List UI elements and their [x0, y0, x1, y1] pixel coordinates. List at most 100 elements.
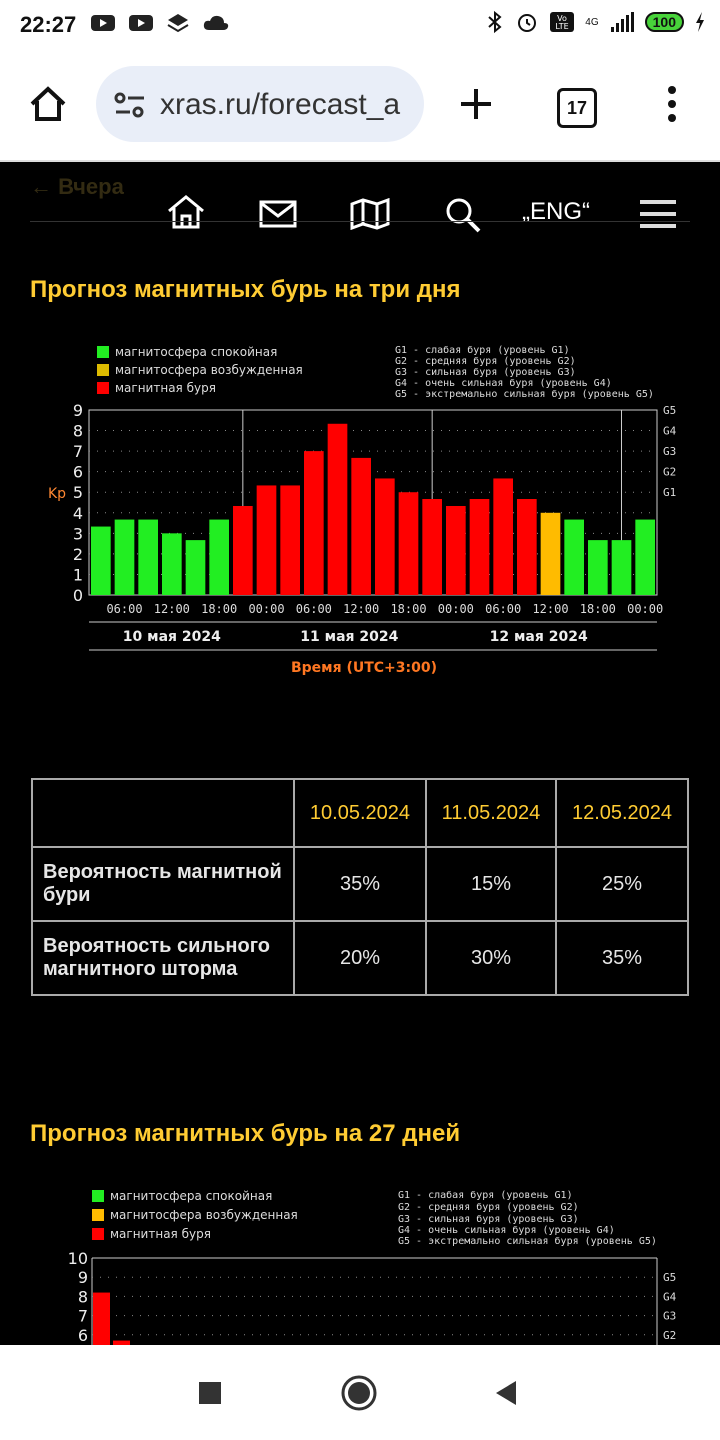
address-bar[interactable]: xras.ru/forecast_a [96, 66, 424, 142]
legend-g1: G1 - слабая буря (уровень G1) [398, 1189, 573, 1201]
legend-excited: магнитосфера возбужденная [110, 1208, 298, 1222]
plot-frame [88, 409, 658, 596]
table-date-2: 11.05.2024 [424, 778, 558, 848]
row-label-strong-storm-probability: Вероятность сильного магнитного шторма [31, 920, 295, 996]
x-tick-label: 18:00 [390, 602, 426, 616]
legend-g5: G5 - экстремально сильная буря (уровень … [395, 388, 654, 400]
nav-divider [30, 221, 690, 222]
youtube-icon [91, 15, 115, 31]
x-tick-label: 18:00 [201, 602, 237, 616]
table-cell: 15% [424, 846, 558, 922]
y-tick-label: 4 [73, 504, 83, 523]
y-tick-label: 2 [73, 545, 83, 564]
y-tick-label: 10 [68, 1249, 88, 1268]
x-tick-label: 12:00 [532, 602, 568, 616]
mail-icon[interactable] [259, 200, 297, 228]
kp-bar [327, 423, 348, 595]
status-system-icons: Vo LTE 4G 100 [485, 10, 706, 34]
legend-calm: магнитосфера спокойная [115, 345, 277, 359]
status-bar: 22:27 Vo LTE 4G 100 [0, 0, 720, 50]
kp-bar [256, 485, 277, 595]
kp-bar [398, 492, 419, 595]
y-tick-label: 8 [73, 422, 83, 441]
status-time: 22:27 [20, 12, 77, 37]
legend-calm: магнитосфера спокойная [110, 1189, 272, 1203]
y-tick-label: 0 [73, 586, 83, 605]
layers-icon [167, 14, 189, 33]
kp-bar [540, 512, 561, 595]
legend-storm: магнитная буря [115, 381, 216, 395]
legend-swatch-storm [97, 382, 109, 394]
legend-g1: G1 - слабая буря (уровень G1) [395, 344, 570, 356]
tab-switcher-button[interactable]: 17 [557, 88, 597, 128]
y-tick-label: 6 [78, 1326, 88, 1345]
g-level-label: G4 [663, 425, 677, 438]
g-level-label: G2 [663, 1329, 676, 1342]
url-text[interactable]: xras.ru/forecast_a [160, 88, 401, 121]
g-level-label: G3 [663, 445, 676, 458]
browser-toolbar: xras.ru/forecast_a 17 [0, 50, 720, 162]
kp-bar [93, 1292, 110, 1345]
kp-bar [304, 451, 324, 595]
forecast-table: 10.05.2024 11.05.2024 12.05.2024 Вероятн… [31, 778, 689, 996]
y-axis-label: Kp [48, 486, 66, 502]
kp-bar [114, 519, 135, 595]
yesterday-link[interactable]: ← Вчера [30, 174, 124, 199]
network-type: 4G [585, 16, 599, 28]
day-label: 12 мая 2024 [490, 629, 588, 645]
kp-bar [91, 526, 111, 595]
section-title-3day: Прогноз магнитных бурь на три дня [30, 276, 461, 303]
plus-icon[interactable] [458, 86, 494, 122]
browser-home-icon[interactable] [28, 84, 68, 124]
g-level-label: G1 [663, 486, 676, 499]
kp-bar [493, 478, 513, 595]
recents-nav-icon[interactable] [198, 1381, 222, 1405]
back-nav-icon[interactable] [494, 1379, 518, 1407]
home-nav-icon[interactable] [340, 1374, 378, 1412]
x-tick-label: 06:00 [485, 602, 521, 616]
table-corner [31, 778, 295, 848]
kp-3day-chart: магнитосфера спокойная магнитосфера возб… [48, 344, 677, 676]
legend-g2: G2 - средняя буря (уровень G2) [395, 355, 576, 367]
y-tick-label: 9 [78, 1268, 88, 1287]
tune-icon[interactable] [114, 92, 146, 118]
signal-icon [610, 12, 634, 32]
table-date-3: 12.05.2024 [555, 778, 689, 848]
y-tick-label: 7 [73, 442, 83, 461]
x-tick-label: 12:00 [154, 602, 190, 616]
status-notification-icons [90, 12, 230, 34]
kp-bar [138, 519, 158, 595]
map-icon[interactable] [350, 198, 390, 230]
menu-icon[interactable] [638, 198, 678, 230]
x-tick-label: 12:00 [343, 602, 379, 616]
y-tick-label: 3 [73, 524, 83, 543]
table-date-1: 10.05.2024 [293, 778, 427, 848]
system-nav-bar [0, 1345, 720, 1440]
kp-bar [209, 519, 229, 595]
battery-level: 100 [644, 12, 684, 32]
y-tick-label: 5 [73, 483, 83, 502]
kp-bar [422, 499, 442, 595]
x-tick-label: 00:00 [438, 602, 474, 616]
legend-storm: магнитная буря [110, 1227, 211, 1241]
legend-g3: G3 - сильная буря (уровень G3) [398, 1213, 579, 1225]
legend-g2: G2 - средняя буря (уровень G2) [398, 1201, 579, 1213]
search-icon[interactable] [444, 196, 482, 234]
more-icon[interactable] [662, 84, 682, 124]
charging-icon [696, 12, 704, 32]
kp-bar [162, 533, 182, 595]
g-level-label: G3 [663, 1310, 676, 1323]
g-level-label: G2 [663, 466, 676, 479]
language-switch[interactable]: „ENG“ [522, 198, 590, 225]
legend-swatch-storm [92, 1228, 104, 1240]
legend-swatch-excited [97, 364, 109, 376]
svg-text:Vo: Vo [557, 14, 567, 23]
home-icon[interactable] [166, 194, 206, 230]
g-level-label: G4 [663, 1290, 677, 1303]
legend-swatch-calm [92, 1190, 104, 1202]
legend-swatch-calm [97, 346, 109, 358]
kp-bar [233, 505, 253, 595]
svg-text:LTE: LTE [556, 22, 569, 31]
x-tick-label: 06:00 [106, 602, 142, 616]
